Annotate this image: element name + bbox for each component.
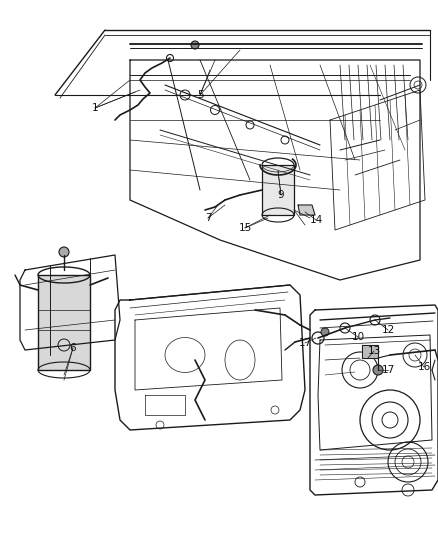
Text: 6: 6 (70, 343, 76, 353)
Text: 15: 15 (238, 223, 251, 233)
Text: 9: 9 (278, 190, 284, 200)
Text: 1: 1 (92, 103, 98, 113)
Polygon shape (362, 345, 378, 358)
Circle shape (59, 247, 69, 257)
Text: 17: 17 (298, 338, 311, 348)
Circle shape (373, 365, 383, 375)
Bar (38, 275, 90, 370)
Text: 7: 7 (205, 213, 211, 223)
Bar (262, 165, 294, 215)
Circle shape (321, 328, 329, 336)
Text: 14: 14 (309, 215, 323, 225)
Text: 10: 10 (351, 332, 364, 342)
Text: 16: 16 (417, 362, 431, 372)
Text: 13: 13 (367, 346, 381, 356)
Circle shape (191, 41, 199, 49)
Polygon shape (298, 205, 315, 215)
Text: 5: 5 (197, 90, 203, 100)
Text: 12: 12 (381, 325, 395, 335)
Text: 17: 17 (381, 365, 395, 375)
